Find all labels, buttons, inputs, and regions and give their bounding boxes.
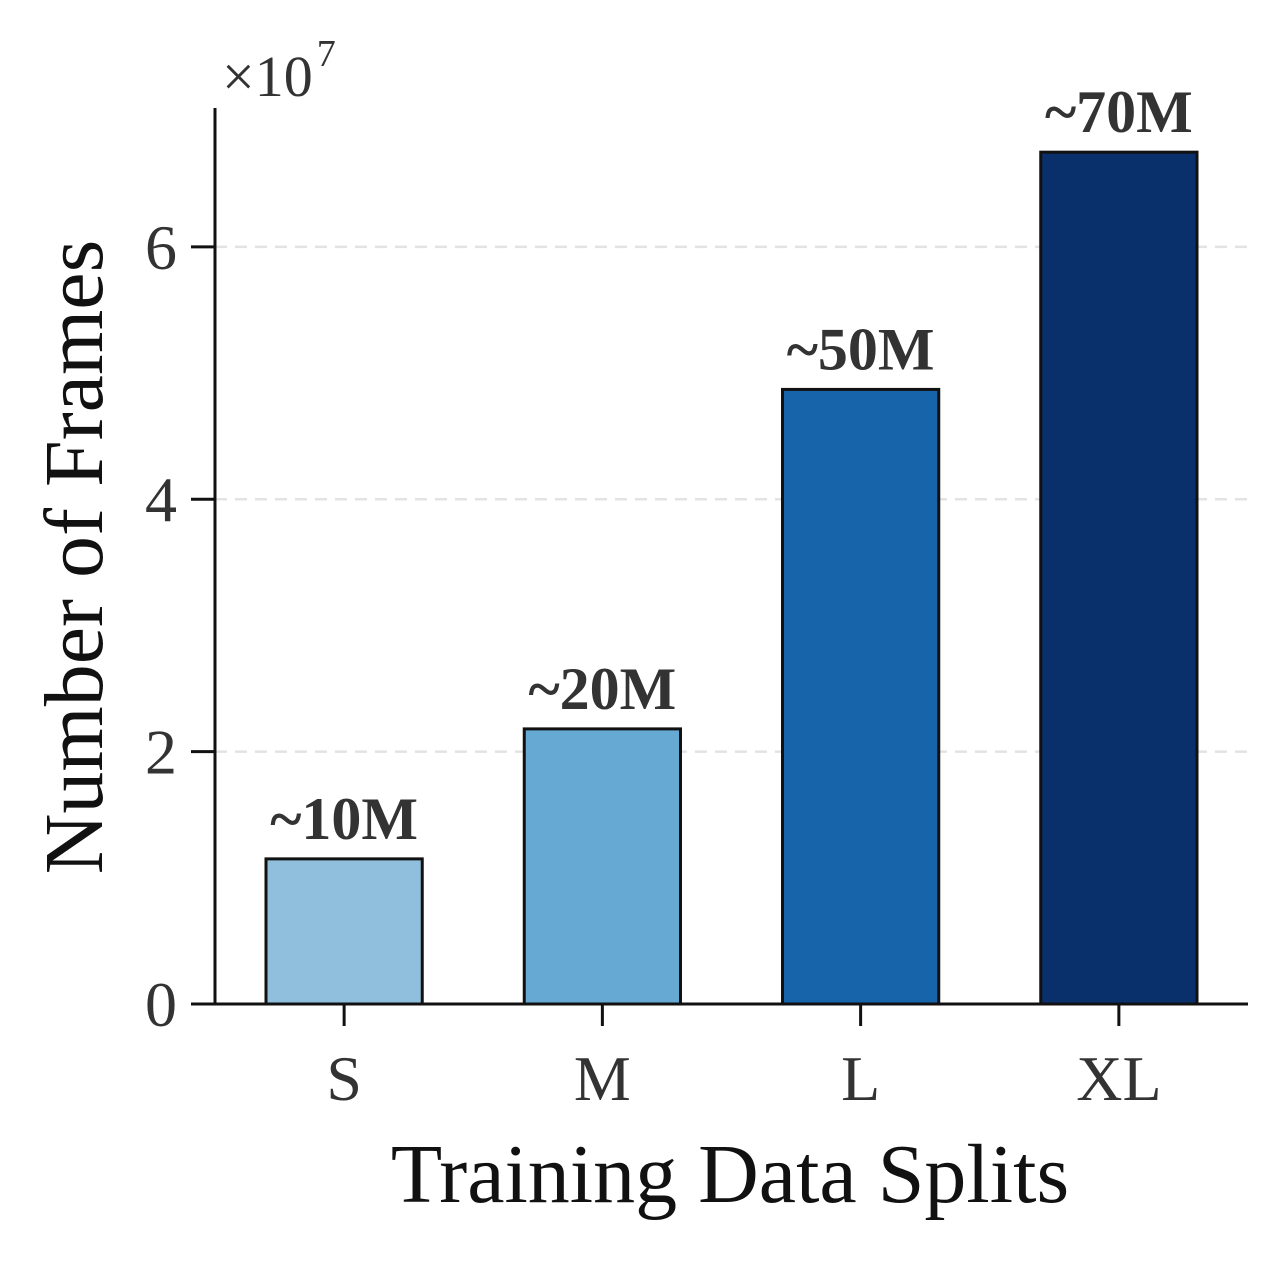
scale-exponent: 7 <box>317 33 336 75</box>
scale-multiplier: ×10 <box>222 44 313 109</box>
y-tick-label-0: 0 <box>145 969 177 1040</box>
data-label-m: ~20M <box>528 656 676 722</box>
x-axis-title: Training Data Splits <box>391 1128 1069 1221</box>
data-label-xl: ~70M <box>1045 79 1193 145</box>
y-tick-label-2: 2 <box>145 717 177 788</box>
x-tick-label-xl: XL <box>1076 1043 1161 1114</box>
bar-l <box>781 387 941 1006</box>
bars: ~10M ~20M ~50M ~70M <box>264 79 1199 1006</box>
axes: S M L XL 0 2 4 6 <box>145 108 1248 1114</box>
x-tick-label-s: S <box>326 1043 362 1114</box>
x-tick-label-m: M <box>574 1043 631 1114</box>
y-tick-label-4: 4 <box>145 464 177 535</box>
bar-xl <box>1039 150 1199 1006</box>
bar-m <box>522 727 682 1006</box>
y-tick-label-6: 6 <box>145 212 177 283</box>
data-label-s: ~10M <box>270 786 418 852</box>
x-tick-label-l: L <box>841 1043 880 1114</box>
y-axis-title: Number of Frames <box>28 240 121 875</box>
data-label-l: ~50M <box>787 316 935 382</box>
scale-exponent-label: ×10 7 <box>222 33 336 109</box>
bar-s <box>264 857 424 1006</box>
